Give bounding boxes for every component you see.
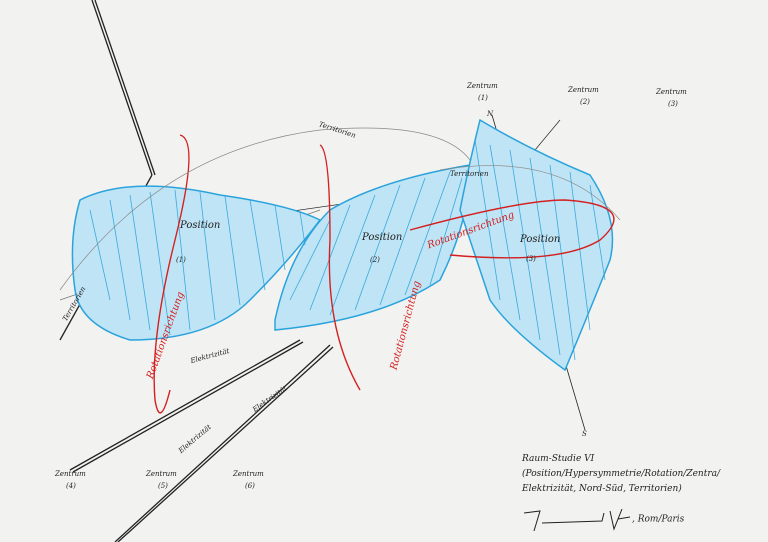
signature-line: , Rom/Paris bbox=[522, 505, 720, 533]
compass-north: N bbox=[487, 110, 494, 118]
zentrum-bottom-1-number: (4) bbox=[66, 482, 76, 490]
red-rotation-loops bbox=[153, 134, 615, 414]
zentrum-bottom-2: Zentrum bbox=[146, 470, 177, 478]
position-1-label: Position bbox=[180, 220, 221, 231]
zentrum-bottom-3: Zentrum bbox=[233, 470, 264, 478]
caption-line-1: (Position/Hypersymmetrie/Rotation/Zentra… bbox=[522, 469, 721, 479]
artwork-caption: Raum-Studie VI (Position/Hypersymmetrie/… bbox=[522, 452, 720, 533]
caption-place: , Rom/Paris bbox=[632, 514, 685, 525]
compass-south: S bbox=[582, 430, 587, 438]
zentrum-bottom-1: Zentrum bbox=[55, 470, 86, 478]
form-2 bbox=[274, 164, 471, 331]
blue-hatched-forms bbox=[71, 118, 614, 372]
position-2-number: (2) bbox=[370, 256, 380, 264]
signature bbox=[523, 508, 631, 532]
position-2-label: Position bbox=[362, 232, 403, 243]
position-3-number: (3) bbox=[526, 255, 536, 263]
position-3-label: Position bbox=[520, 234, 561, 245]
zentrum-top-3: Zentrum bbox=[656, 88, 687, 96]
zentrum-top-2: Zentrum bbox=[568, 86, 599, 94]
hatching bbox=[89, 139, 606, 361]
zentrum-top-3-number: (3) bbox=[668, 100, 678, 108]
zentrum-bottom-2-number: (5) bbox=[158, 482, 168, 490]
zentrum-bottom-3-number: (6) bbox=[245, 482, 255, 490]
territorien-label-2: Territorien bbox=[450, 170, 489, 178]
caption-line-2: Elektrizität, Nord-Süd, Territorien) bbox=[522, 484, 682, 494]
position-1-number: (1) bbox=[176, 256, 186, 264]
zentrum-top-1: Zentrum bbox=[467, 82, 498, 90]
zentrum-top-1-number: (1) bbox=[478, 94, 488, 102]
form-3 bbox=[459, 118, 614, 372]
grey-orbit-lines bbox=[59, 127, 621, 291]
zentrum-top-2-number: (2) bbox=[580, 98, 590, 106]
caption-title: Raum-Studie VI bbox=[522, 454, 595, 464]
